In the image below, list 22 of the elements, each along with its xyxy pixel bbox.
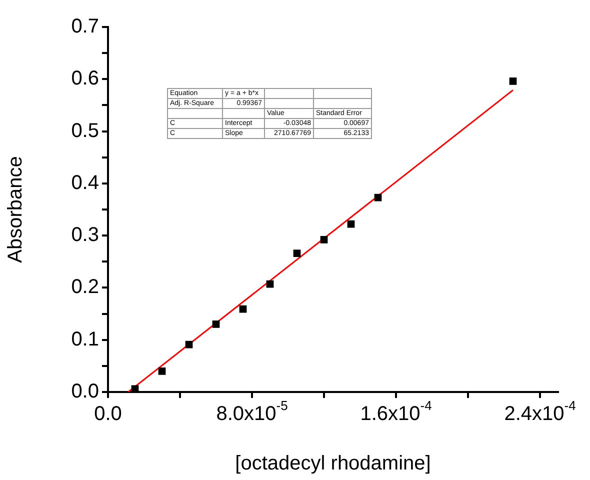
point [347,220,355,228]
y-tick-label: 0.3 [71,224,99,246]
x-axis-title: [octadecyl rhodamine] [235,452,431,475]
x-tick-label: 0.0 [94,403,122,425]
point [320,236,328,244]
point [266,280,274,288]
point [212,320,220,328]
y-tick-label: 0.5 [71,120,99,142]
y-tick-label: 0.1 [71,328,99,350]
y-tick-label: 0.7 [71,16,99,38]
y-tick-label: 0.6 [71,68,99,90]
y-tick-label: 0.0 [71,380,99,403]
point [509,78,517,85]
y-tick-label: 0.4 [71,172,99,194]
point [239,305,247,313]
point [131,385,139,392]
point [293,250,301,257]
y-tick-label: 0.2 [71,276,99,298]
y-axis-title: Absorbance [4,156,27,263]
point [185,340,193,348]
point [374,194,382,202]
point [158,367,166,375]
